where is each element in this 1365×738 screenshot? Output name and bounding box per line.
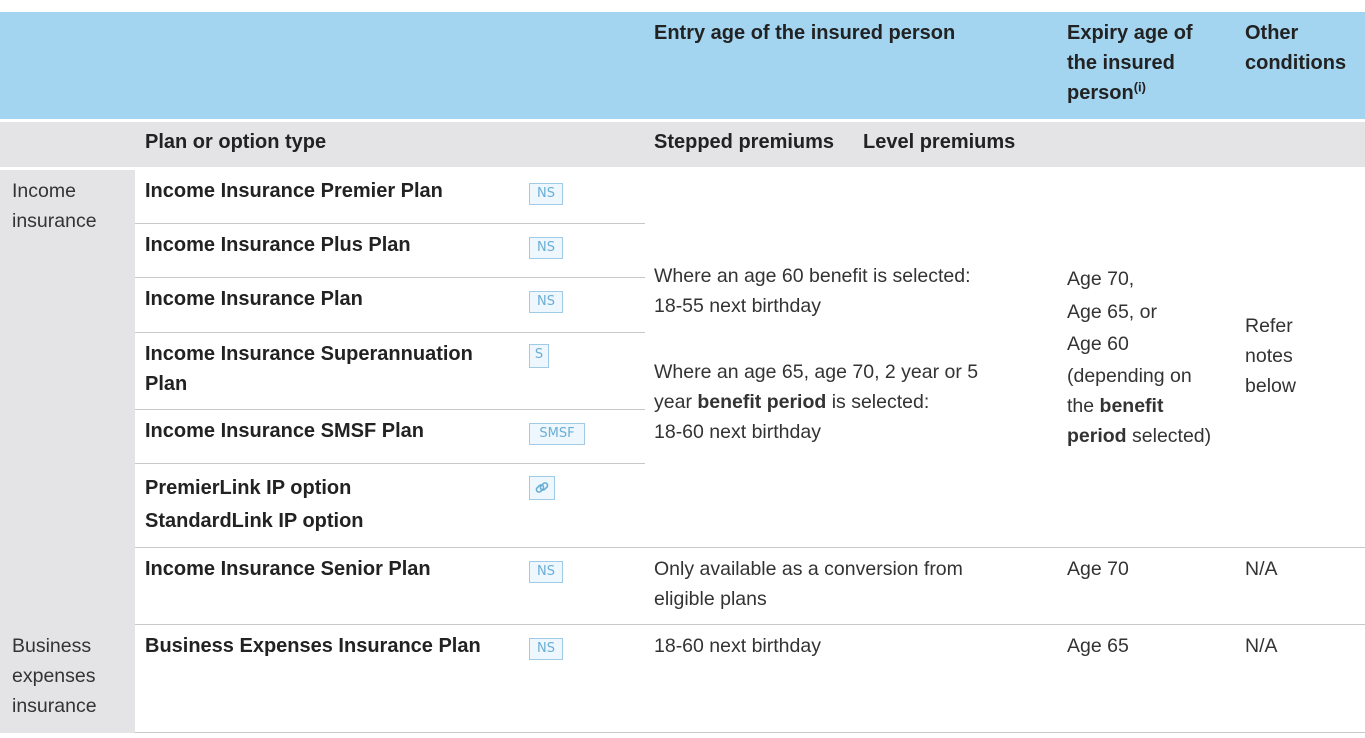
subheader-plan-type: Plan or option type bbox=[145, 131, 327, 153]
business-other-conditions: N/A bbox=[1245, 635, 1278, 657]
link-icon bbox=[529, 476, 555, 500]
senior-other-conditions: N/A bbox=[1245, 558, 1278, 580]
non-super-badge: NS bbox=[529, 561, 563, 583]
row-divider bbox=[135, 332, 645, 333]
expiry-footnote-marker: (i) bbox=[1133, 79, 1146, 95]
income-entry-age: Where an age 60 benefit is selected: 18-… bbox=[654, 265, 979, 443]
plan-name: PremierLink IP option StandardLink IP op… bbox=[145, 477, 364, 532]
plan-name: Income Insurance SMSF Plan bbox=[145, 420, 424, 442]
income-expiry-age: Age 70, Age 65, or Age 60 (depending on … bbox=[1067, 268, 1212, 447]
group-divider bbox=[135, 624, 1365, 625]
non-super-badge: NS bbox=[529, 638, 563, 660]
header-entry-age: Entry age of the insured person bbox=[654, 22, 956, 44]
header-other-conditions: Other conditions bbox=[1245, 22, 1347, 74]
income-other-conditions: Refer notes below bbox=[1245, 315, 1296, 397]
smsf-badge: SMSF bbox=[529, 423, 585, 445]
category-business-expenses-insurance: Business expenses insurance bbox=[12, 635, 97, 717]
header-expiry-age: Expiry age of the insured person(i) bbox=[1067, 22, 1193, 104]
row-divider bbox=[135, 277, 645, 278]
business-entry-age: 18-60 next birthday bbox=[654, 635, 821, 657]
super-badge: S bbox=[529, 344, 549, 368]
category-column bbox=[0, 170, 135, 733]
plan-name: Income Insurance Premier Plan bbox=[145, 180, 443, 202]
plan-name: Income Insurance Senior Plan bbox=[145, 558, 431, 580]
group-divider bbox=[135, 547, 1365, 548]
subheader-stepped-premiums: Stepped premiums bbox=[654, 131, 835, 153]
senior-entry-age: Only available as a conversion from elig… bbox=[654, 558, 963, 610]
table-header bbox=[0, 12, 1365, 119]
row-divider bbox=[135, 463, 645, 464]
plan-name: Income Insurance Plus Plan bbox=[145, 234, 411, 256]
non-super-badge: NS bbox=[529, 183, 563, 205]
plan-name: Business Expenses Insurance Plan bbox=[145, 635, 481, 657]
non-super-badge: NS bbox=[529, 237, 563, 259]
table-subheader bbox=[0, 122, 1365, 167]
plan-name: Income Insurance Plan bbox=[145, 288, 363, 310]
category-income-insurance: Income insurance bbox=[12, 180, 97, 232]
business-expiry-age: Age 65 bbox=[1067, 635, 1129, 657]
plan-name: Income Insurance Superannuation Plan bbox=[145, 343, 473, 395]
row-divider bbox=[135, 409, 645, 410]
non-super-badge: NS bbox=[529, 291, 563, 313]
table-bottom-border bbox=[135, 732, 1365, 733]
subheader-level-premiums: Level premiums bbox=[863, 131, 1016, 153]
row-divider bbox=[135, 223, 645, 224]
senior-expiry-age: Age 70 bbox=[1067, 558, 1129, 580]
